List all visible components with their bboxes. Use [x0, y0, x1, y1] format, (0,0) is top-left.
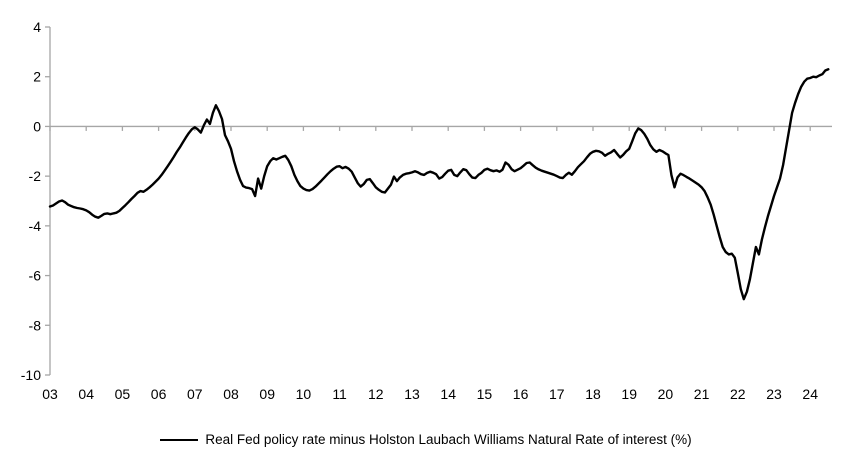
x-tick-label: 15 [477, 386, 493, 402]
y-tick-label: -10 [21, 367, 41, 383]
x-tick-label: 17 [549, 386, 565, 402]
x-tick-label: 20 [658, 386, 674, 402]
y-tick-label: -4 [29, 218, 42, 234]
x-tick-label: 24 [802, 386, 818, 402]
x-tick-label: 05 [115, 386, 131, 402]
x-tick-label: 03 [42, 386, 58, 402]
x-tick-label: 04 [78, 386, 94, 402]
x-tick-label: 10 [296, 386, 312, 402]
x-tick-label: 23 [766, 386, 782, 402]
x-tick-label: 09 [259, 386, 275, 402]
x-tick-label: 12 [368, 386, 384, 402]
x-tick-label: 11 [332, 386, 347, 402]
line-chart: 03 04 05 06 07 08 09 10 11 12 13 14 15 16 17 18 19 20 21 22… [21, 19, 832, 402]
legend-label: Real Fed policy rate minus Holston Lauba… [205, 432, 692, 447]
x-tick-label: 19 [621, 386, 637, 402]
x-tick-label: 16 [513, 386, 529, 402]
y-tick-label: 4 [33, 19, 41, 35]
x-tick-label: 13 [404, 386, 420, 402]
y-tick-label: 0 [33, 118, 41, 134]
data-series-line [48, 68, 830, 301]
x-tick-label: 18 [585, 386, 601, 402]
x-tick-label: 06 [151, 386, 167, 402]
legend-line-marker [160, 438, 199, 441]
legend: Real Fed policy rate minus Holston Lauba… [0, 432, 852, 447]
x-tick-label: 22 [730, 386, 746, 402]
x-tick-label: 14 [440, 386, 456, 402]
y-tick-label: -8 [29, 317, 42, 333]
x-tick-label: 07 [187, 386, 203, 402]
x-tick-label: 08 [223, 386, 239, 402]
x-tick-label: 21 [694, 386, 710, 402]
y-tick-label: -2 [29, 168, 42, 184]
y-tick-label: 2 [33, 69, 41, 85]
y-tick-label: -6 [29, 268, 42, 284]
